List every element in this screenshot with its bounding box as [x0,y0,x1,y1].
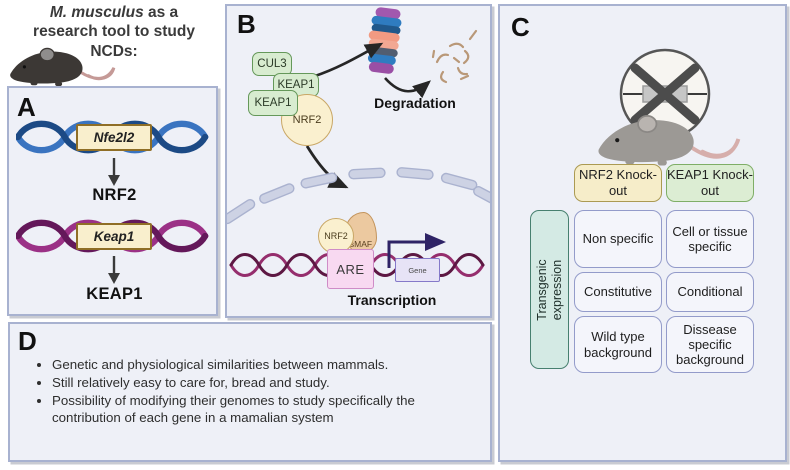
gray-mouse-icon [598,115,741,166]
gene-label-keap1: Keap1 [76,223,152,250]
arrow-to-fragments [384,77,431,99]
panel-b-label: B [237,9,256,39]
cell-conditional: Conditional [666,272,754,312]
are-element: ARE [327,249,374,289]
arrow-down-1 [108,158,120,186]
nrf2-protein-nucleus: NRF2 [318,218,354,254]
degraded-protein-fragments-icon [431,29,478,84]
gene-element: Gene [395,258,440,282]
transcription-label: Transcription [347,292,437,308]
title-line1: M. musculus as a [0,3,228,22]
proteasome-icon [367,7,402,74]
dark-mouse-icon [10,47,116,87]
arrow-down-2 [108,256,120,284]
keap1-knockout-header: KEAP1 Knock-out [666,164,754,202]
gene-label-nfe2l2: Nfe2l2 [76,124,152,151]
keap1-protein-front: KEAP1 [248,90,298,116]
panel-a: A Nfe2l2 NRF2 Keap1 KEAP1 [7,86,218,316]
cul3-protein: CUL3 [252,52,292,76]
list-item: Genetic and physiological similarities b… [52,356,452,374]
panel-c-label: C [511,12,530,42]
cell-disease-specific-background: Dissease specific background [666,316,754,373]
title-line2: research tool to study [33,23,195,41]
protein-name-nrf2: NRF2 [92,185,137,204]
cell-non-specific: Non specific [574,210,662,268]
cell-cell-or-tissue-specific: Cell or tissue specific [666,210,754,268]
species-name: M. musculus [49,4,144,21]
panel-c: C NRF2 Knock-out KEAP1 Knock-out Transge… [498,4,787,462]
panel-a-label: A [17,92,36,122]
nuclear-membrane-icon [227,167,490,225]
nrf2-protein: NRF2 [281,94,333,146]
title-line1-rest: as a [143,4,179,21]
panel-d-label: D [18,326,37,356]
list-item: Still relatively easy to care for, bread… [52,374,452,392]
advantages-list: Genetic and physiological similarities b… [18,356,452,427]
list-item: Possibility of modifying their genomes t… [52,392,452,428]
cell-constitutive: Constitutive [574,272,662,312]
title-line3: NCDs: [90,42,138,60]
arrow-to-proteasome [314,42,384,78]
degradation-label: Degradation [374,95,456,111]
cell-wild-type-background: Wild type background [574,316,662,373]
figure-title: M. musculus as a research tool to study … [0,3,228,61]
transgenic-expression-header: Transgenic expression [530,210,569,369]
nrf2-knockout-header: NRF2 Knock-out [574,164,662,202]
panel-b: B [225,4,492,318]
transcription-arrow [387,233,446,268]
panel-d: D Genetic and physiological similarities… [8,322,492,462]
protein-name-keap1: KEAP1 [86,284,143,303]
transgenic-expression-label: Transgenic expression [534,258,564,321]
